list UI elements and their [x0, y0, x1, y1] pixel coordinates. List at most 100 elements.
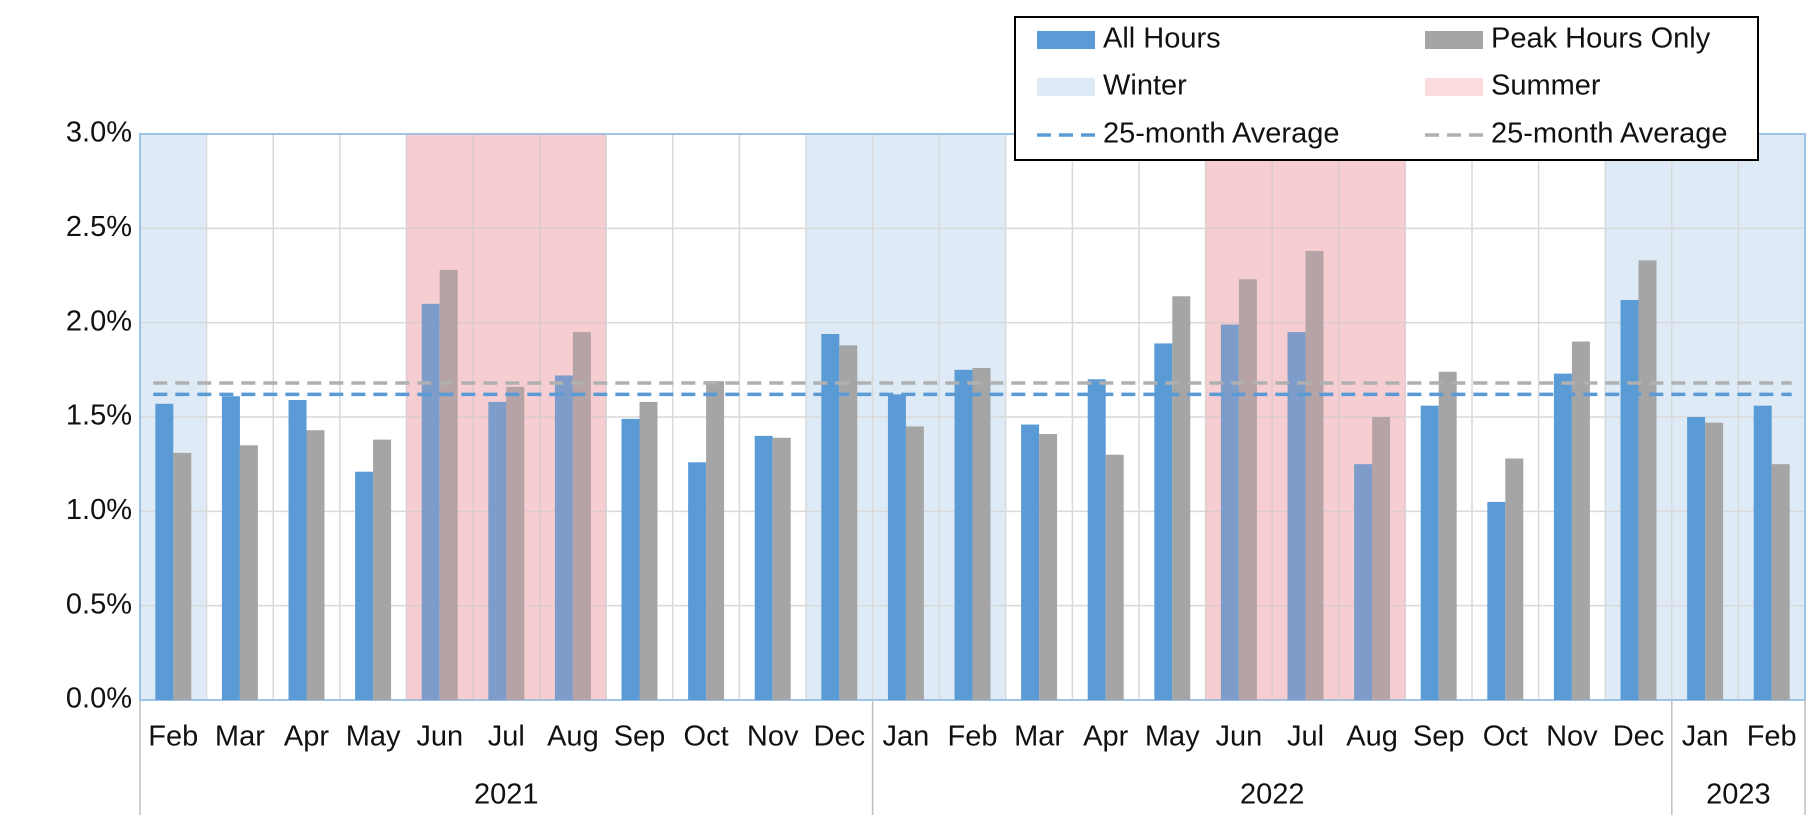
legend-swatch [1425, 31, 1483, 49]
y-tick-label: 2.5% [66, 211, 132, 243]
legend-label: Peak Hours Only [1491, 23, 1711, 55]
bar [1287, 332, 1306, 700]
x-tick-label: Apr [1083, 721, 1128, 753]
bar [288, 400, 307, 700]
legend-swatch [1037, 78, 1095, 96]
x-tick-label: Jun [1216, 721, 1263, 753]
season-tint [1338, 134, 1406, 700]
bar [1172, 296, 1191, 700]
legend-box [1014, 16, 1759, 161]
bar [506, 386, 525, 700]
x-tick-label: Sep [1413, 721, 1465, 753]
bar [1705, 422, 1724, 700]
bar [155, 403, 174, 700]
y-tick-label: 3.0% [66, 117, 132, 149]
x-tick-label: Jul [1287, 721, 1324, 753]
bar [239, 445, 258, 700]
bar [373, 439, 392, 700]
x-tick-label: Jul [488, 721, 525, 753]
bar [1039, 433, 1058, 700]
bar [954, 369, 973, 700]
y-tick-label: 1.5% [66, 400, 132, 432]
x-tick-label: May [1145, 721, 1200, 753]
x-tick-label: Mar [215, 721, 265, 753]
legend-label: All Hours [1103, 23, 1221, 55]
bar [754, 435, 773, 700]
bar [1638, 260, 1657, 700]
bar [306, 430, 325, 700]
x-tick-label: Feb [948, 721, 998, 753]
bar [572, 332, 591, 700]
bar [1220, 324, 1239, 700]
bar [1372, 417, 1391, 700]
y-tick-label: 1.0% [66, 494, 132, 526]
bar [1354, 464, 1373, 700]
bar [1687, 417, 1706, 700]
bar [887, 394, 906, 700]
x-tick-label: Sep [614, 721, 666, 753]
bar [972, 367, 991, 700]
bar [173, 452, 192, 700]
y-tick-label: 0.0% [66, 683, 132, 715]
x-tick-label: Jan [1682, 721, 1729, 753]
x-tick-label: Oct [1483, 721, 1528, 753]
legend-label: 25-month Average [1491, 118, 1727, 150]
season-tint [473, 134, 540, 700]
season-tint [539, 134, 607, 700]
bar [1487, 501, 1506, 700]
bar [1105, 454, 1124, 700]
bar [1620, 300, 1639, 700]
bar [1553, 373, 1572, 700]
bar [1420, 405, 1439, 700]
bar [554, 375, 573, 700]
legend-swatch [1425, 78, 1483, 96]
bar [1505, 458, 1524, 700]
x-tick-label: Apr [284, 721, 329, 753]
x-tick-label: Aug [1346, 721, 1398, 753]
season-tint [1272, 134, 1339, 700]
x-tick-label: Jan [883, 721, 930, 753]
year-label: 2023 [1706, 779, 1771, 811]
bar [706, 381, 725, 700]
legend-swatch [1037, 31, 1095, 49]
bar [439, 269, 458, 700]
bar [355, 471, 374, 700]
x-tick-label: May [346, 721, 401, 753]
bar [839, 345, 858, 700]
bar [772, 437, 791, 700]
x-tick-label: Nov [1546, 721, 1598, 753]
year-label: 2022 [1240, 779, 1305, 811]
bar [688, 462, 707, 700]
bar [1753, 405, 1772, 700]
bar [821, 333, 840, 700]
bar [621, 418, 640, 700]
x-tick-label: Dec [814, 721, 866, 753]
x-tick-label: Feb [148, 721, 198, 753]
bar [639, 401, 658, 700]
bar [1771, 464, 1790, 700]
bar [1154, 343, 1173, 700]
bar [488, 401, 507, 700]
legend-label: 25-month Average [1103, 118, 1339, 150]
x-tick-label: Feb [1747, 721, 1797, 753]
bar [1305, 250, 1324, 700]
y-tick-label: 2.0% [66, 305, 132, 337]
season-tint [406, 134, 473, 700]
bar [905, 426, 924, 700]
x-tick-label: Nov [747, 721, 799, 753]
season-tint [1205, 134, 1273, 700]
legend-label: Summer [1491, 70, 1601, 102]
bar [1021, 424, 1040, 700]
legend-label: Winter [1103, 70, 1187, 102]
y-tick-label: 0.5% [66, 588, 132, 620]
x-tick-label: Dec [1613, 721, 1665, 753]
bar [1438, 371, 1457, 700]
x-tick-label: Mar [1014, 721, 1064, 753]
bar [221, 396, 240, 700]
x-tick-label: Aug [547, 721, 599, 753]
year-label: 2021 [474, 779, 539, 811]
bar [1571, 341, 1590, 700]
bar [1087, 379, 1106, 700]
x-tick-label: Jun [416, 721, 463, 753]
